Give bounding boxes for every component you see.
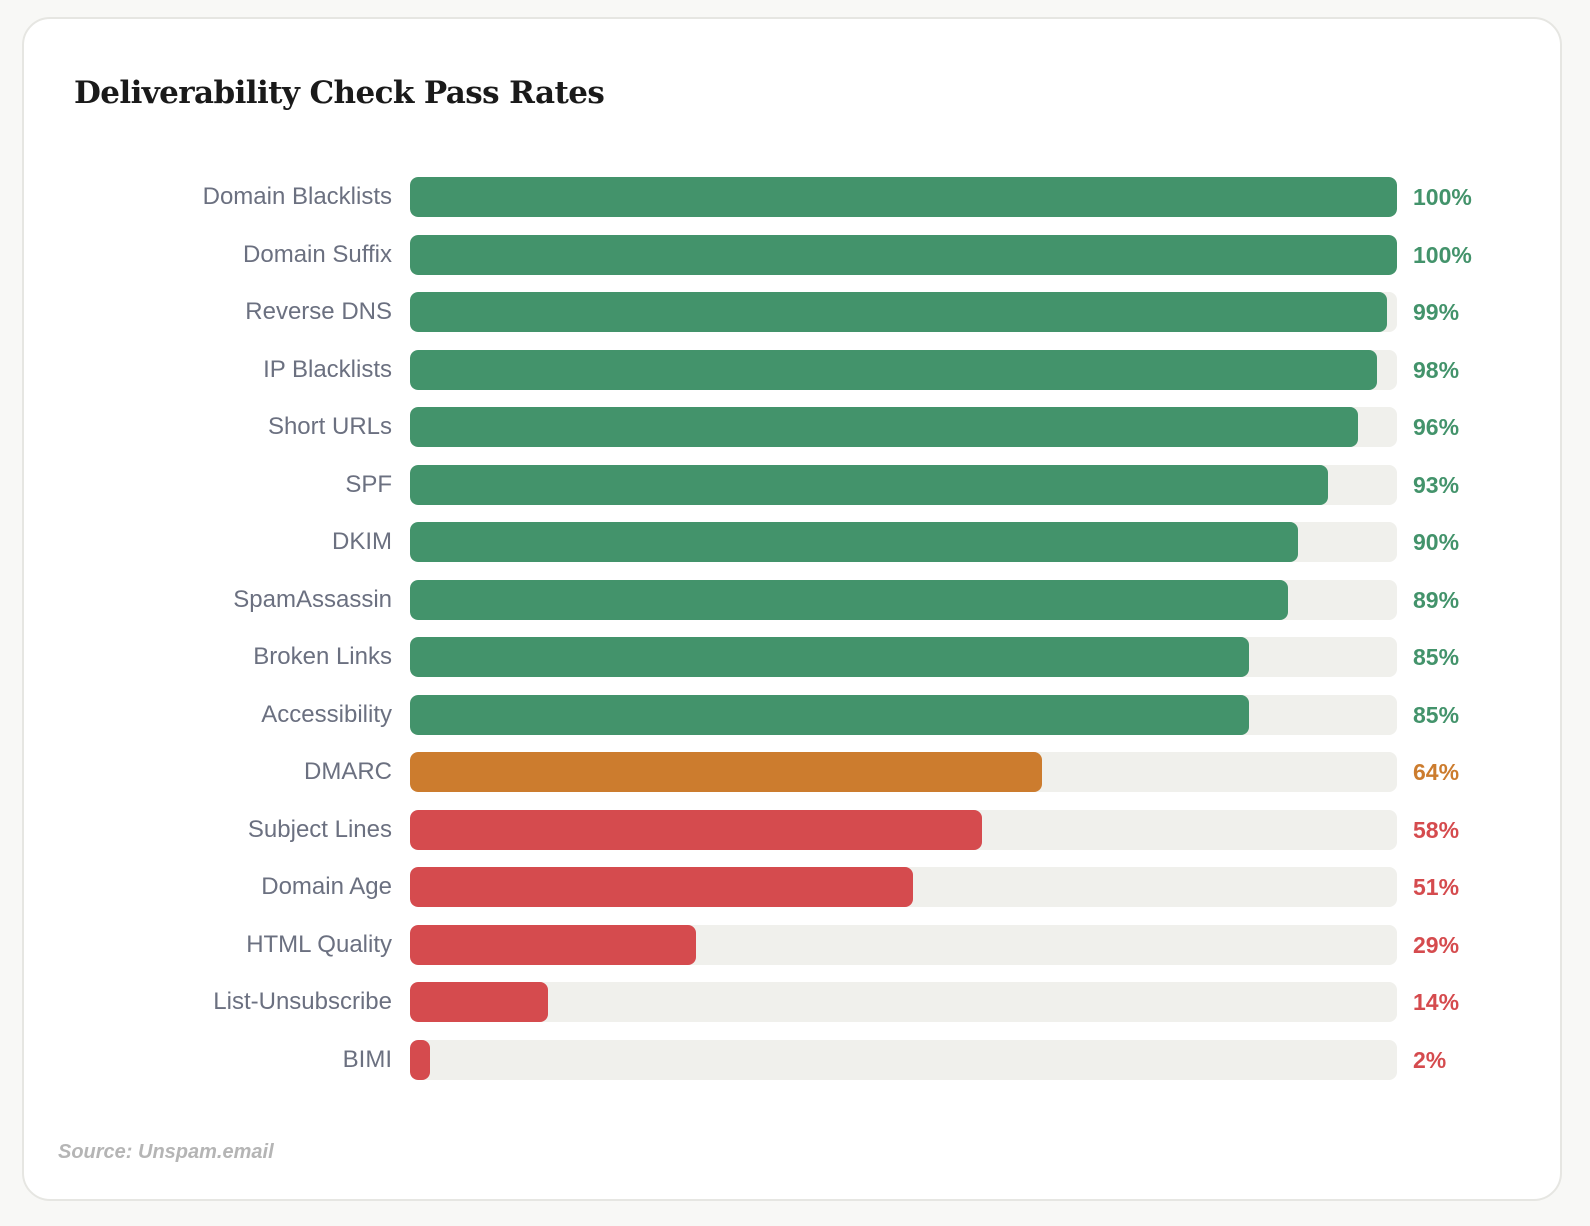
category-label: Reverse DNS <box>245 298 392 325</box>
value-label: 100% <box>1413 241 1472 268</box>
bar-row: Domain Suffix 100% <box>24 234 1564 275</box>
category-label: DKIM <box>332 528 392 555</box>
bar-row: Domain Age 51% <box>24 867 1564 907</box>
value-label: 29% <box>1413 931 1460 958</box>
value-label: 2% <box>1413 1046 1447 1073</box>
bar-row: SpamAssassin 89% <box>24 579 1564 620</box>
bar-row: Short URLs 96% <box>24 407 1564 447</box>
bar <box>410 177 1397 217</box>
bar-row: HTML Quality 29% <box>24 924 1564 965</box>
category-label: Domain Age <box>261 873 392 900</box>
bar <box>410 1039 430 1080</box>
value-label: 51% <box>1413 874 1460 900</box>
bar-row: Domain Blacklists 100% <box>24 177 1564 217</box>
bar-track <box>410 694 1397 735</box>
source-note: Source: Unspam.email <box>58 1141 274 1163</box>
bar <box>410 694 1249 735</box>
bar-row: Accessibility 85% <box>24 694 1564 735</box>
chart-card: Deliverability Check Pass Rates Domain B… <box>22 17 1562 1201</box>
value-label: 96% <box>1413 414 1460 440</box>
bar-track <box>410 1039 1397 1080</box>
value-label: 100% <box>1413 184 1472 210</box>
value-label: 90% <box>1413 529 1460 555</box>
value-label: 85% <box>1413 701 1460 728</box>
value-label: 58% <box>1413 816 1460 843</box>
bar-track <box>410 982 1397 1022</box>
value-label: 64% <box>1413 759 1460 785</box>
bar-track <box>410 292 1397 332</box>
chart-title: Deliverability Check Pass Rates <box>74 75 605 111</box>
bar-track <box>410 752 1397 792</box>
bar-row: BIMI 2% <box>24 1039 1564 1080</box>
category-label: SPF <box>345 470 392 498</box>
value-label: 14% <box>1413 989 1460 1015</box>
bar <box>410 234 1397 275</box>
category-label: IP Blacklists <box>263 355 392 383</box>
category-label: Subject Lines <box>247 815 392 843</box>
bar <box>410 867 914 907</box>
bar-row: Reverse DNS 99% <box>24 292 1564 332</box>
bar-row: DKIM 90% <box>24 522 1564 562</box>
category-label: Domain Blacklists <box>202 183 392 210</box>
bar-row: DMARC 64% <box>24 752 1564 792</box>
bar <box>410 522 1299 562</box>
bar <box>410 349 1378 390</box>
bar-track <box>410 867 1397 907</box>
category-label: Broken Links <box>253 643 392 670</box>
category-label: Accessibility <box>261 700 392 728</box>
bar-track <box>410 579 1397 620</box>
bar <box>410 924 697 965</box>
bar <box>410 637 1249 677</box>
bar <box>410 292 1388 332</box>
bar <box>410 752 1042 792</box>
bar-track <box>410 407 1397 447</box>
category-label: List-Unsubscribe <box>213 988 392 1015</box>
bar-row: Broken Links 85% <box>24 637 1564 677</box>
bar <box>410 407 1358 447</box>
bar-track <box>410 234 1397 275</box>
category-label: Domain Suffix <box>243 240 392 268</box>
bar <box>410 982 549 1022</box>
value-label: 85% <box>1413 644 1460 670</box>
value-label: 98% <box>1413 356 1460 383</box>
bar-track <box>410 809 1397 850</box>
bar <box>410 464 1328 505</box>
bar-track <box>410 349 1397 390</box>
category-label: BIMI <box>342 1045 392 1073</box>
category-label: Short URLs <box>267 413 392 440</box>
bar-row: List-Unsubscribe 14% <box>24 982 1564 1022</box>
bar-track <box>410 464 1397 505</box>
bar-track <box>410 637 1397 677</box>
bar <box>410 579 1289 620</box>
bar-row: SPF 93% <box>24 464 1564 505</box>
bar-row: IP Blacklists 98% <box>24 349 1564 390</box>
bar-track <box>410 177 1397 217</box>
category-label: DMARC <box>304 758 392 785</box>
bar-row: Subject Lines 58% <box>24 809 1564 850</box>
value-label: 93% <box>1413 471 1460 498</box>
bar-track <box>410 924 1397 965</box>
bar <box>410 809 983 850</box>
category-label: HTML Quality <box>246 930 392 958</box>
bar-track <box>410 522 1397 562</box>
value-label: 99% <box>1413 299 1460 325</box>
value-label: 89% <box>1413 586 1460 613</box>
category-label: SpamAssassin <box>233 585 392 613</box>
